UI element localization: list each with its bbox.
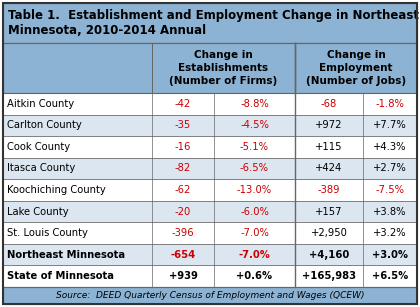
Text: +2.7%: +2.7% [373,163,407,173]
Text: -396: -396 [172,228,194,238]
Text: -5.1%: -5.1% [240,142,269,152]
Bar [3,43,417,93]
Text: Northeast Minnesota: Northeast Minnesota [7,250,125,260]
Bar [3,136,417,158]
Text: +6.5%: +6.5% [372,271,408,281]
Text: +0.6%: +0.6% [236,271,273,281]
Text: -62: -62 [175,185,191,195]
Text: -7.0%: -7.0% [239,250,270,260]
Text: St. Louis County: St. Louis County [7,228,88,238]
Text: +3.0%: +3.0% [372,250,408,260]
Text: +424: +424 [315,163,343,173]
Text: -20: -20 [175,207,191,216]
Text: +4.3%: +4.3% [373,142,407,152]
Bar [3,158,417,179]
Text: +939: +939 [168,271,197,281]
Text: Source:  DEED Quarterly Census of Employment and Wages (QCEW): Source: DEED Quarterly Census of Employm… [56,291,364,300]
Text: Cook County: Cook County [7,142,70,152]
Text: +7.7%: +7.7% [373,120,407,130]
Bar [3,244,417,266]
Text: +3.8%: +3.8% [373,207,407,216]
Text: -42: -42 [175,99,191,109]
Bar [3,201,417,222]
Text: -16: -16 [175,142,191,152]
Text: -7.0%: -7.0% [240,228,269,238]
Text: -82: -82 [175,163,191,173]
Bar [3,287,417,304]
Text: -654: -654 [171,250,196,260]
Bar [3,3,417,43]
Text: +115: +115 [315,142,343,152]
Text: -68: -68 [321,99,337,109]
Bar [3,179,417,201]
Text: -6.5%: -6.5% [240,163,269,173]
Text: Lake County: Lake County [7,207,68,216]
Text: -1.8%: -1.8% [375,99,404,109]
Text: +157: +157 [315,207,343,216]
Text: Change in
Establishments
(Number of Firms): Change in Establishments (Number of Firm… [169,50,278,86]
Bar [3,222,417,244]
Bar [3,93,417,115]
Text: +4,160: +4,160 [309,250,349,260]
Text: -6.0%: -6.0% [240,207,269,216]
Text: Aitkin County: Aitkin County [7,99,74,109]
Text: +2,950: +2,950 [310,228,347,238]
Text: +3.2%: +3.2% [373,228,407,238]
Text: State of Minnesota: State of Minnesota [7,271,114,281]
Text: Table 1.  Establishment and Employment Change in Northeast
Minnesota, 2010-2014 : Table 1. Establishment and Employment Ch… [8,9,419,37]
Bar [3,266,417,287]
Text: +165,983: +165,983 [302,271,356,281]
Text: +972: +972 [315,120,343,130]
Text: -7.5%: -7.5% [375,185,404,195]
Text: -389: -389 [318,185,340,195]
Text: -8.8%: -8.8% [240,99,269,109]
Text: Koochiching County: Koochiching County [7,185,106,195]
Text: -35: -35 [175,120,191,130]
Text: -4.5%: -4.5% [240,120,269,130]
Bar [3,115,417,136]
Text: Change in
Employment
(Number of Jobs): Change in Employment (Number of Jobs) [306,50,406,86]
Text: Carlton County: Carlton County [7,120,82,130]
Text: -13.0%: -13.0% [237,185,272,195]
Text: Itasca County: Itasca County [7,163,75,173]
